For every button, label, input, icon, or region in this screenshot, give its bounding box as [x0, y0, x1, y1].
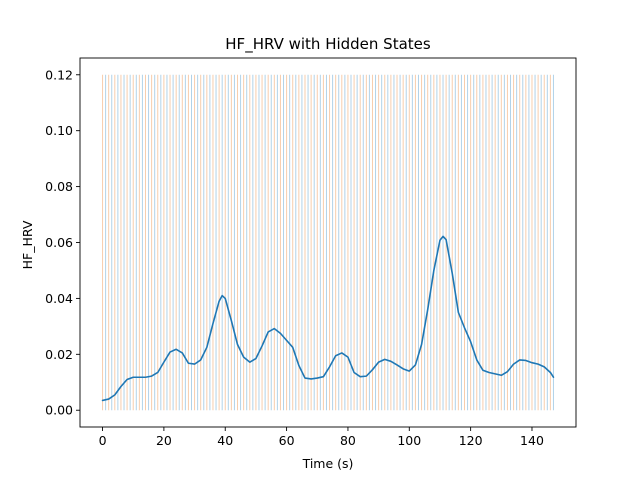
x-tick-label: 60 [279, 433, 295, 448]
x-tick-label: 140 [520, 433, 544, 448]
y-tick-label: 0.12 [45, 67, 73, 82]
y-tick-label: 0.00 [45, 403, 73, 418]
x-tick-label: 80 [340, 433, 356, 448]
x-tick-label: 40 [217, 433, 233, 448]
x-tick-label: 20 [156, 433, 172, 448]
y-tick-label: 0.08 [45, 179, 73, 194]
hidden-states-layer [102, 74, 554, 411]
y-tick-label: 0.10 [45, 123, 73, 138]
chart-title: HF_HRV with Hidden States [225, 35, 431, 54]
axes-layer: 0 20 40 60 80 100 120 140 0.00 0.02 0.04 0.06 0.08 0.… [45, 57, 577, 448]
y-axis-title: HF_HRV [20, 220, 35, 269]
series-line [101, 235, 555, 402]
y-tick-label: 0.04 [45, 291, 73, 306]
x-tick-label: 120 [459, 433, 483, 448]
series-layer [101, 235, 555, 402]
x-axis-title: Time (s) [302, 456, 354, 471]
x-tick-label: 100 [397, 433, 421, 448]
y-tick-label: 0.02 [45, 347, 73, 362]
x-tick-label: 0 [99, 433, 107, 448]
y-tick-label: 0.06 [45, 235, 73, 250]
